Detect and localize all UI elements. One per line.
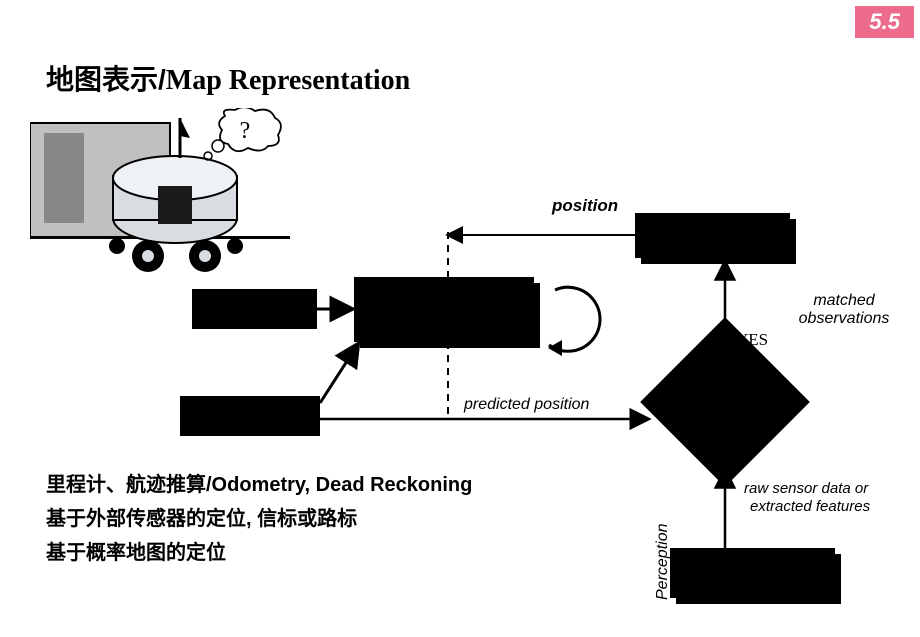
label-raw-2: extracted features [750,498,870,515]
label-raw-1: raw sensor data or [744,480,868,497]
label-yes: YES [736,330,768,350]
label-matched-2: observations [784,310,904,328]
bullet-2: 基于外部传感器的定位, 信标或路标 [46,502,472,536]
label-perception: Perception [654,524,672,601]
label-position: position [552,196,618,216]
bullet-list: 里程计、航迹推算/Odometry, Dead Reckoning 基于外部传感… [46,468,472,570]
label-matched-1: matched [784,292,904,310]
bullet-3: 基于概率地图的定位 [46,536,472,570]
label-predicted: predicted position [464,396,589,414]
bullet-1: 里程计、航迹推算/Odometry, Dead Reckoning [46,468,472,502]
